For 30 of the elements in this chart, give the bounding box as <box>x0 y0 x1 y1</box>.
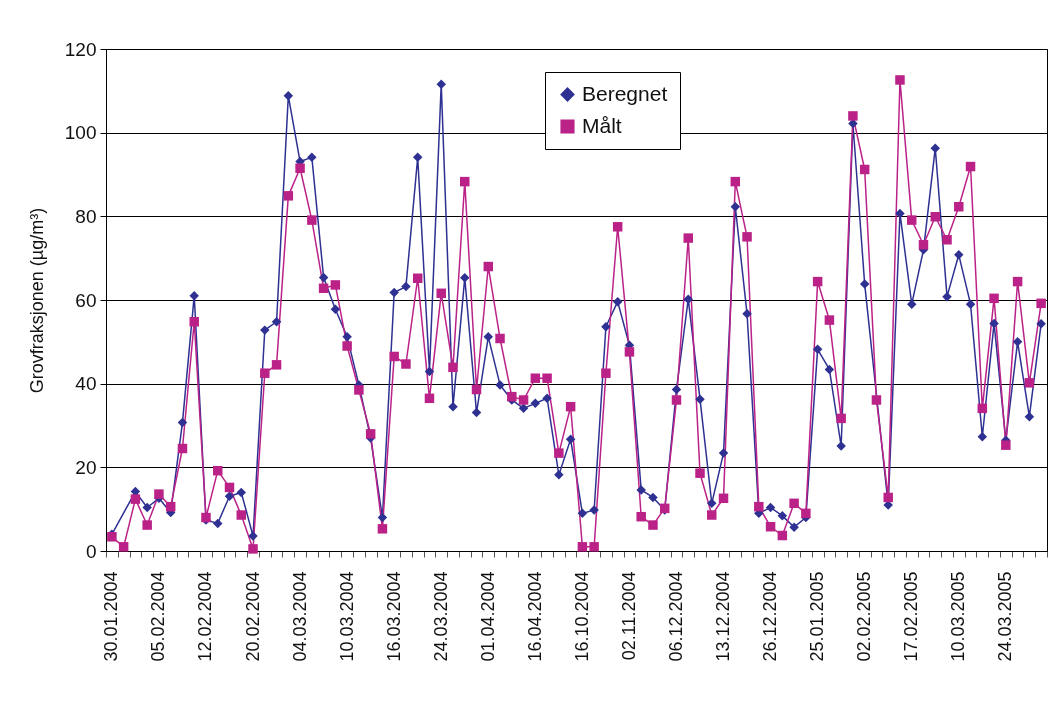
x-tick-label: 24.03.2005 <box>995 571 1016 662</box>
x-tick-label: 04.03.2004 <box>289 571 310 662</box>
x-tick-label: 17.02.2005 <box>901 571 922 662</box>
x-tick-label: 12.02.2004 <box>195 571 216 662</box>
y-tick-label: 0 <box>85 540 97 562</box>
x-tick-label: 16.03.2004 <box>383 571 404 662</box>
x-tick-label: 05.02.2004 <box>148 571 169 662</box>
y-tick-label: 40 <box>75 373 97 395</box>
x-tick-label: 20.02.2004 <box>242 571 263 662</box>
x-tick-label: 25.01.2005 <box>807 571 828 662</box>
legend-label: Beregnet <box>582 81 668 105</box>
x-tick-label: 02.02.2005 <box>854 571 875 662</box>
y-tick-label: 80 <box>75 205 97 227</box>
x-tick-label: 10.03.2004 <box>336 571 357 662</box>
x-tick-label: 02.11.2004 <box>618 571 639 661</box>
x-tick-label: 26.12.2004 <box>760 571 781 662</box>
y-tick-label: 60 <box>75 289 97 311</box>
y-tick-label: 20 <box>75 456 97 478</box>
x-tick-label: 13.12.2004 <box>713 571 734 662</box>
x-tick-label: 24.03.2004 <box>430 571 451 662</box>
x-tick-label: 10.03.2005 <box>948 571 969 662</box>
x-tick-label: 16.10.2004 <box>571 571 592 662</box>
x-tick-label: 30.01.2004 <box>101 571 122 662</box>
legend-label: Målt <box>582 113 622 137</box>
x-tick-label: 01.04.2004 <box>477 571 498 662</box>
y-tick-label: 120 <box>64 38 97 60</box>
x-tick-label: 06.12.2004 <box>665 571 686 662</box>
x-tick-label: 16.04.2004 <box>524 571 545 662</box>
y-tick-label: 100 <box>64 122 97 144</box>
y-axis-title: Grovfraksjonen (µg/m³) <box>26 207 47 394</box>
